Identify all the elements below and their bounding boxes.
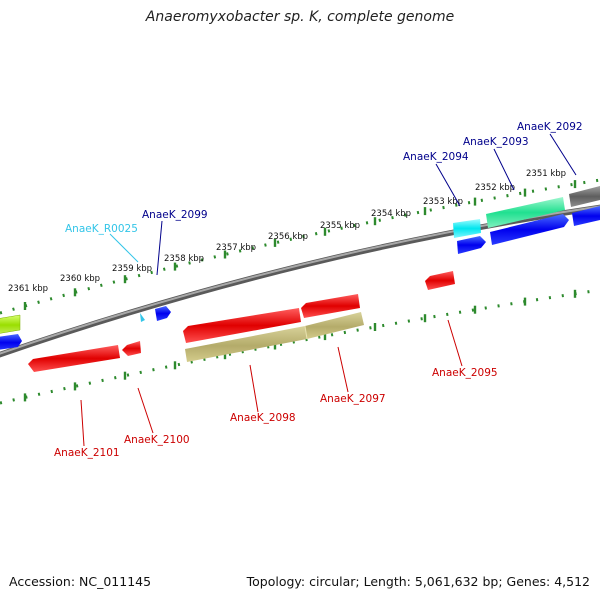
- genes-red: [28, 271, 455, 372]
- accession-text: Accession: NC_011145: [9, 574, 152, 589]
- gene-olive: [305, 312, 364, 339]
- kbp-label: 2354 kbp: [371, 209, 411, 219]
- gene-label: AnaeK_2099: [142, 209, 208, 221]
- gene-red: [183, 308, 301, 343]
- gene-label: AnaeK_2098: [230, 412, 296, 424]
- kbp-label: 2357 kbp: [216, 243, 256, 253]
- map-title: Anaeromyxobacter sp. K, complete genome: [145, 9, 455, 25]
- gene-blue: [572, 206, 600, 226]
- kbp-labels: 2361 kbp 2360 kbp 2359 kbp 2358 kbp 2357…: [8, 169, 566, 294]
- gene-label: AnaeK_R0025: [65, 223, 138, 235]
- gene-label: AnaeK_2094: [403, 151, 469, 163]
- gene-blue: [457, 236, 486, 254]
- kbp-label: 2356 kbp: [268, 232, 308, 242]
- topology-text: Topology: circular; Length: 5,061,632 bp…: [246, 574, 590, 589]
- genes-olive: [185, 312, 364, 362]
- major-tick: [173, 262, 177, 271]
- kbp-label: 2360 kbp: [60, 274, 100, 284]
- major-tick: [323, 227, 327, 236]
- kbp-label: 2352 kbp: [475, 183, 515, 193]
- major-tick: [573, 180, 577, 189]
- upper-major-ticks: [23, 180, 577, 310]
- kbp-label: 2361 kbp: [8, 284, 48, 294]
- major-tick: [223, 351, 227, 360]
- major-tick: [373, 323, 377, 331]
- gene-rna-cyan: [140, 313, 145, 322]
- kbp-label: 2355 kbp: [320, 221, 360, 231]
- gene-blue: [0, 334, 22, 350]
- major-tick: [373, 217, 377, 226]
- gene-olive: [185, 326, 307, 362]
- major-tick: [123, 275, 127, 284]
- gene-gray: [569, 186, 600, 207]
- gene-blue: [490, 214, 569, 245]
- gene-label: AnaeK_2101: [54, 447, 120, 459]
- major-tick: [573, 289, 577, 298]
- major-tick: [73, 382, 77, 391]
- major-tick: [273, 341, 277, 350]
- gene-red: [425, 271, 455, 290]
- major-tick: [23, 393, 27, 402]
- upper-tick-ruler: [0, 178, 600, 315]
- gene-label: AnaeK_2097: [320, 393, 386, 405]
- kbp-label: 2353 kbp: [423, 197, 463, 207]
- gene-labels: AnaeK_2092 AnaeK_2093 AnaeK_2094 AnaeK_2…: [54, 121, 583, 459]
- gene-blue: [155, 306, 171, 321]
- major-tick: [423, 314, 427, 323]
- gene-cyan: [453, 219, 481, 238]
- major-tick: [223, 250, 227, 259]
- gene-green: [486, 197, 565, 228]
- gene-red: [28, 345, 120, 372]
- major-tick: [273, 238, 277, 247]
- lower-major-ticks: [23, 289, 577, 402]
- genes-blue: [0, 206, 600, 350]
- major-tick: [23, 302, 27, 310]
- gene-label: AnaeK_2100: [124, 434, 190, 446]
- kbp-label: 2351 kbp: [526, 169, 566, 179]
- major-tick: [473, 305, 477, 314]
- gene-lime: [0, 314, 21, 334]
- major-tick: [173, 361, 177, 370]
- gene-label: AnaeK_2093: [463, 136, 529, 148]
- gene-label: AnaeK_2095: [432, 367, 498, 379]
- gene-red: [122, 341, 141, 356]
- kbp-label: 2358 kbp: [164, 254, 204, 264]
- lower-tick-ruler: [0, 288, 600, 405]
- genes-forward-outer: [0, 186, 600, 334]
- major-tick: [473, 197, 477, 206]
- leader-lines: [80, 133, 577, 447]
- gene-red: [301, 294, 360, 318]
- kbp-label: 2359 kbp: [112, 264, 152, 274]
- gene-label: AnaeK_2092: [517, 121, 583, 133]
- major-tick: [423, 207, 427, 216]
- major-tick: [73, 288, 77, 297]
- major-tick: [523, 297, 527, 306]
- major-tick: [323, 332, 327, 341]
- major-tick: [123, 371, 127, 380]
- major-tick: [523, 188, 527, 197]
